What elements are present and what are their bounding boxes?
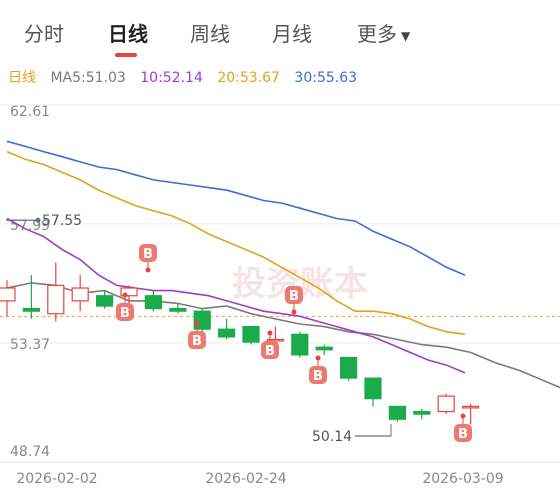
buy-signal-badge [454,424,472,442]
kline-chart[interactable]: 投资账本62.6157.9953.3748.7457.5550.14BBBBBB… [0,90,560,500]
tab-daily[interactable]: 日线 [108,22,148,46]
buy-signal-dot [460,413,466,419]
buy-signal-badge [285,286,303,304]
candle-body [413,410,431,415]
candle-body [340,356,358,379]
y-tick-label: 48.74 [10,444,50,460]
tab-more-label: 更多 [357,22,397,46]
legend-ma5: MA5:51.03 [50,70,126,86]
candle-body [266,338,284,342]
active-tab-indicator [115,53,137,57]
tab-weekly[interactable]: 周线 [190,22,230,46]
x-tick-label: 2026-02-24 [205,471,286,487]
candle-body [388,405,406,420]
candle-body [22,307,40,312]
ma-line-ma10 [6,217,466,374]
buy-signal-label: B [313,369,323,384]
low-annotation-label: 50.14 [312,429,352,445]
legend-ma20: 20:53.67 [217,70,280,86]
candle-body [47,284,65,315]
candle-body [242,326,260,343]
ma-line-ma30 [6,140,466,276]
legend-period: 日线 [8,70,36,86]
dropdown-caret-icon: ▼ [401,28,411,43]
tab-monthly[interactable]: 月线 [272,22,312,46]
high-marker-dot [35,217,41,223]
buy-signal-label: B [458,427,468,442]
tab-more[interactable]: 更多 ▼ [357,18,410,47]
buy-signal-badge [261,341,279,359]
ma-legend: 日线 MA5:51.03 10:52.14 20:53.67 30:55.63 [8,67,367,87]
buy-signal-label: B [120,306,130,321]
buy-signal-label: B [289,289,299,304]
candle-body [364,377,382,400]
x-tick-label: 2026-02-02 [16,471,97,487]
buy-signal-label: B [192,334,202,349]
buy-signal-dot [122,292,128,298]
buy-signal-dot [315,355,321,361]
candle-body [218,328,236,338]
buy-signal-badge [188,331,206,349]
y-tick-label: 62.61 [10,104,50,120]
tab-timeshare[interactable]: 分时 [24,22,64,46]
candle-body [120,287,138,297]
ma-line-ma20 [6,150,466,336]
candle-body [437,395,455,413]
legend-ma30: 30:55.63 [294,70,358,86]
candle-body [71,287,89,302]
period-tabs: 分时 日线 周线 月线 更多 ▼ [0,0,560,62]
buy-signal-dot [291,309,297,315]
buy-signal-label: B [143,247,153,262]
candle-body [315,346,333,351]
buy-signal-dot [194,320,200,326]
candle-body [169,307,187,312]
buy-signal-dot [145,267,151,273]
high-annotation-label: 57.55 [42,213,82,229]
y-tick-label: 53.37 [10,337,50,353]
y-tick-label: 57.99 [10,218,50,234]
candle-body [95,295,114,307]
buy-signal-dot [267,330,273,336]
buy-signal-badge [116,303,134,321]
candle-body [462,405,480,409]
ma-line-ma5 [6,282,560,389]
buy-signal-label: B [265,344,275,359]
candle-body [291,333,309,356]
buy-signal-badge [139,244,157,262]
candle-body [144,295,162,310]
legend-ma10: 10:52.14 [140,70,203,86]
x-tick-label: 2026-03-09 [422,471,503,487]
buy-signal-badge [309,366,327,384]
candle-body [0,287,16,302]
